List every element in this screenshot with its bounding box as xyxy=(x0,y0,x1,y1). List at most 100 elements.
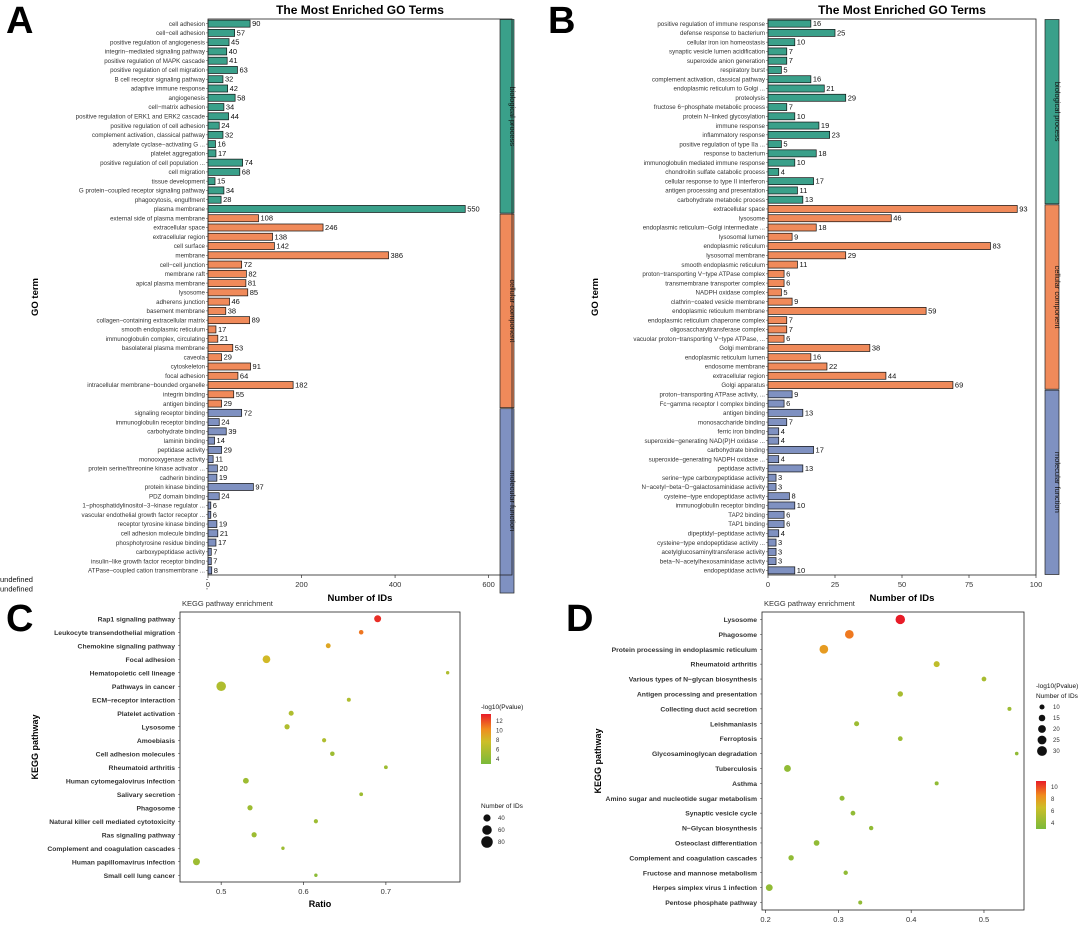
chart-b-bar xyxy=(767,501,796,510)
chart-a-bar xyxy=(207,529,219,538)
chart-a-x-axis-label: Number of IDs xyxy=(328,593,393,604)
chart-b-bar-label: 6 xyxy=(786,510,790,519)
chart-a-category-label: positive regulation of cell adhesion xyxy=(110,123,205,130)
chart-b-bar xyxy=(767,149,817,158)
chart-b-plot-frame xyxy=(767,18,1037,576)
chart-b-bar-label: 11 xyxy=(799,260,807,269)
chart-d-category-label: Amino sugar and nucleotide sugar metabol… xyxy=(606,796,757,803)
chart-b-bar xyxy=(767,408,804,417)
chart-a-category-label: integrin binding xyxy=(163,392,206,399)
chart-a-category-label: phagocytosis, engulfment xyxy=(135,197,205,204)
chart-a-bar xyxy=(207,158,243,167)
chart-c-category-label: Platelet activation xyxy=(117,711,175,718)
chart-b-bar xyxy=(767,547,777,556)
chart-a-bar xyxy=(207,501,212,510)
chart-a-bar-label: 29 xyxy=(224,353,232,362)
chart-b-bar-label: 7 xyxy=(789,103,793,112)
chart-b-bar-label: 10 xyxy=(797,566,805,575)
chart-b-bar-label: 6 xyxy=(786,334,790,343)
chart-a-bar xyxy=(207,371,239,380)
chart-a-bar-label: 40 xyxy=(229,47,237,56)
chart-b-bar-label: 5 xyxy=(783,140,787,149)
chart-a-category-label: cell adhesion xyxy=(169,21,206,28)
chart-b-bar-label: 59 xyxy=(928,306,936,315)
chart-b-bar-label: 9 xyxy=(794,232,798,241)
chart-a-bar-label: 246 xyxy=(325,223,338,232)
chart-a-category-label: 1−phosphatidylinositol−3−kinase regulato… xyxy=(82,503,205,510)
chart-a-bar-label: 24 xyxy=(221,418,229,427)
chart-b-bar-label: 4 xyxy=(781,455,785,464)
chart-a-bar-label: 68 xyxy=(242,167,250,176)
chart-b-bar xyxy=(767,29,836,37)
chart-d-color-bar xyxy=(1036,781,1046,829)
chart-b-bar-label: 3 xyxy=(778,557,782,566)
chart-a-category-label: cadherin binding xyxy=(160,475,206,482)
chart-c-category-label: Amoebiasis xyxy=(137,738,175,745)
chart-a-category-label: positive regulation of cell migration xyxy=(110,67,205,74)
chart-a-bar xyxy=(207,316,250,325)
chart-a-category-label: vascular endothelial growth factor recep… xyxy=(82,512,206,519)
chart-b-bar xyxy=(767,446,814,454)
chart-a-bar xyxy=(207,334,219,343)
chart-a-category-label: complement activation, classical pathway xyxy=(92,132,206,139)
chart-b-bar xyxy=(767,307,927,315)
chart-b-bar xyxy=(767,279,785,287)
chart-d-point xyxy=(897,736,903,742)
chart-b-bar-label: 6 xyxy=(786,269,790,278)
chart-d-point xyxy=(854,721,860,727)
chart-a-bar-label: 39 xyxy=(228,427,236,436)
chart-a-category-label: carboxypeptidase activity xyxy=(136,549,206,556)
chart-c-size-legend-label: 80 xyxy=(498,840,505,846)
chart-b-bar xyxy=(767,242,991,250)
chart-a-bar-label: 32 xyxy=(225,130,233,139)
chart-a-bar xyxy=(207,177,216,186)
chart-a-category-label: insulin−like growth factor receptor bind… xyxy=(91,558,206,565)
chart-b-category-label: response to bacterium xyxy=(704,151,765,158)
chart-b-x-tick-label: 0 xyxy=(766,580,770,589)
chart-d-category-label: Synaptic vesicle cycle xyxy=(685,811,757,818)
chart-b-bar-label: 19 xyxy=(821,121,829,130)
chart-a-bar-label: 14 xyxy=(217,436,225,445)
chart-a-bar xyxy=(207,464,218,473)
chart-d-category-label: Herpes simplex virus 1 infection xyxy=(653,885,757,892)
chart-b-bar-label: 4 xyxy=(781,529,785,538)
chart-b-category-label: endoplasmic reticulum−Golgi intermediate… xyxy=(643,225,766,232)
chart-b-category-label: cysteine−type endopeptidase activity xyxy=(664,493,766,500)
chart-b-category-label: fructose 6−phosphate metabolic process xyxy=(654,104,765,111)
chart-a-category-label: positive regulation of ERK1 and ERK2 cas… xyxy=(76,114,206,121)
chart-a-bar xyxy=(207,418,220,426)
chart-a-bar-label: 74 xyxy=(245,158,253,167)
chart-b-category-label: immune response xyxy=(716,123,766,130)
chart-a-bar xyxy=(207,103,225,111)
chart-a-bar xyxy=(207,399,222,408)
chart-c-size-legend-dot xyxy=(482,825,492,835)
chart-b-bar-label: 6 xyxy=(786,399,790,408)
chart-a-category-label: focal adhesion xyxy=(165,373,205,380)
chart-a-category-label: cytoskeleton xyxy=(171,364,206,371)
chart-a-bar-label: 90 xyxy=(252,19,260,28)
chart-b-bar xyxy=(767,84,825,93)
chart-a-bar-label: 57 xyxy=(237,28,245,37)
chart-b-category-label: superoxide−generating NADPH oxidase ... xyxy=(649,456,766,463)
chart-d-plot-frame xyxy=(761,611,1025,911)
chart-a-bar xyxy=(207,75,224,84)
chart-b-bar-label: 11 xyxy=(799,186,807,195)
chart-d-size-legend-dot xyxy=(1039,704,1045,710)
chart-a-bar xyxy=(207,195,222,204)
chart-a-bar-label: 24 xyxy=(221,121,229,130)
chart-b-category-label: cellular response to type II interferon xyxy=(665,178,766,185)
chart-a-category-label: caveola xyxy=(184,354,206,361)
chart-b-x-tick-label: 100 xyxy=(1030,580,1043,589)
chart-a-category-label: cell−matrix adhesion xyxy=(148,104,205,111)
chart-c-x-tick-label: 0.5 xyxy=(216,887,226,896)
chart-a-bar xyxy=(207,566,213,575)
chart-d-category-label: Rheumatoid arthritis xyxy=(691,662,758,669)
chart-a-bar-label: 42 xyxy=(230,84,238,93)
chart-b-bar-label: 3 xyxy=(778,473,782,482)
chart-a-bar-label: 8 xyxy=(214,566,218,575)
chart-b-bar xyxy=(767,344,871,352)
chart-a-category-label: G protein−coupled receptor signaling pat… xyxy=(79,188,206,195)
chart-a-bar-label: 89 xyxy=(252,316,260,325)
chart-b-category-label: lysosomal lumen xyxy=(719,234,766,241)
chart-c-category-label: Human papillomavirus infection xyxy=(72,859,175,866)
